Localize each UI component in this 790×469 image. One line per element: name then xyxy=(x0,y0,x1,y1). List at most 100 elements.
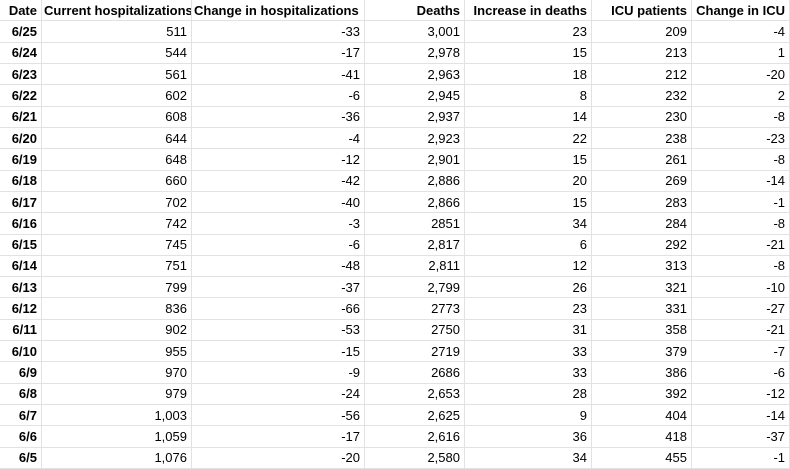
date-cell: 6/24 xyxy=(0,42,42,64)
deaths-cell: 2,580 xyxy=(365,447,465,469)
change-in-icu-cell: -27 xyxy=(692,298,790,320)
icu-patients-cell: 284 xyxy=(592,213,692,235)
increase-in-deaths-cell: 26 xyxy=(465,277,592,299)
increase-in-deaths-cell: 18 xyxy=(465,63,592,86)
change-in-hospitalizations-cell: -9 xyxy=(192,362,365,384)
change-in-hospitalizations-cell: -24 xyxy=(192,383,365,406)
current-hospitalizations-cell: 602 xyxy=(42,85,192,107)
date-cell: 6/22 xyxy=(0,85,42,107)
change-in-icu-cell: -1 xyxy=(692,191,790,214)
icu-patients-cell: 358 xyxy=(592,319,692,342)
change-in-icu-cell: -12 xyxy=(692,383,790,406)
increase-in-deaths-cell: 15 xyxy=(465,149,592,171)
deaths-cell: 2,616 xyxy=(365,426,465,448)
deaths-cell: 2,653 xyxy=(365,383,465,406)
deaths-cell: 2,886 xyxy=(365,170,465,192)
change-in-icu-cell: -14 xyxy=(692,170,790,192)
change-in-icu-cell: -8 xyxy=(692,213,790,235)
icu-patients-cell: 283 xyxy=(592,191,692,214)
increase-in-deaths-cell: 34 xyxy=(465,447,592,469)
date-cell: 6/25 xyxy=(0,21,42,43)
date-cell: 6/21 xyxy=(0,106,42,128)
change-in-icu-cell: -8 xyxy=(692,106,790,128)
change-in-icu-cell: -21 xyxy=(692,319,790,342)
increase-in-deaths-cell: 33 xyxy=(465,341,592,363)
change-in-icu-cell: -8 xyxy=(692,255,790,278)
change-in-hospitalizations-cell: -66 xyxy=(192,298,365,320)
increase-in-deaths-cell: 36 xyxy=(465,426,592,448)
header-cell: ICU patients xyxy=(592,0,692,22)
current-hospitalizations-cell: 751 xyxy=(42,255,192,278)
deaths-cell: 2,625 xyxy=(365,405,465,427)
increase-in-deaths-cell: 15 xyxy=(465,42,592,64)
increase-in-deaths-cell: 23 xyxy=(465,21,592,43)
icu-patients-cell: 212 xyxy=(592,63,692,86)
date-cell: 6/9 xyxy=(0,362,42,384)
change-in-hospitalizations-cell: -36 xyxy=(192,106,365,128)
date-cell: 6/14 xyxy=(0,255,42,278)
header-cell: Increase in deaths xyxy=(465,0,592,22)
increase-in-deaths-cell: 31 xyxy=(465,319,592,342)
current-hospitalizations-cell: 702 xyxy=(42,191,192,214)
increase-in-deaths-cell: 23 xyxy=(465,298,592,320)
deaths-cell: 2,811 xyxy=(365,255,465,278)
current-hospitalizations-cell: 979 xyxy=(42,383,192,406)
current-hospitalizations-cell: 608 xyxy=(42,106,192,128)
current-hospitalizations-cell: 955 xyxy=(42,341,192,363)
date-cell: 6/19 xyxy=(0,149,42,171)
current-hospitalizations-cell: 1,076 xyxy=(42,447,192,469)
change-in-icu-cell: -23 xyxy=(692,127,790,150)
increase-in-deaths-cell: 6 xyxy=(465,234,592,256)
deaths-cell: 2,817 xyxy=(365,234,465,256)
current-hospitalizations-cell: 742 xyxy=(42,213,192,235)
change-in-hospitalizations-cell: -41 xyxy=(192,63,365,86)
icu-patients-cell: 261 xyxy=(592,149,692,171)
icu-patients-cell: 313 xyxy=(592,255,692,278)
date-cell: 6/18 xyxy=(0,170,42,192)
change-in-hospitalizations-cell: -33 xyxy=(192,21,365,43)
change-in-hospitalizations-cell: -6 xyxy=(192,234,365,256)
date-cell: 6/16 xyxy=(0,213,42,235)
increase-in-deaths-cell: 9 xyxy=(465,405,592,427)
icu-patients-cell: 321 xyxy=(592,277,692,299)
deaths-cell: 2,866 xyxy=(365,191,465,214)
increase-in-deaths-cell: 22 xyxy=(465,127,592,150)
current-hospitalizations-cell: 970 xyxy=(42,362,192,384)
change-in-hospitalizations-cell: -6 xyxy=(192,85,365,107)
date-cell: 6/6 xyxy=(0,426,42,448)
change-in-icu-cell: 1 xyxy=(692,42,790,64)
date-cell: 6/13 xyxy=(0,277,42,299)
date-cell: 6/8 xyxy=(0,383,42,406)
icu-patients-cell: 209 xyxy=(592,21,692,43)
change-in-hospitalizations-cell: -17 xyxy=(192,42,365,64)
change-in-icu-cell: -20 xyxy=(692,63,790,86)
icu-patients-cell: 292 xyxy=(592,234,692,256)
date-cell: 6/7 xyxy=(0,405,42,427)
current-hospitalizations-cell: 902 xyxy=(42,319,192,342)
deaths-cell: 2773 xyxy=(365,298,465,320)
increase-in-deaths-cell: 12 xyxy=(465,255,592,278)
deaths-cell: 2686 xyxy=(365,362,465,384)
current-hospitalizations-cell: 1,059 xyxy=(42,426,192,448)
current-hospitalizations-cell: 660 xyxy=(42,170,192,192)
change-in-hospitalizations-cell: -48 xyxy=(192,255,365,278)
increase-in-deaths-cell: 34 xyxy=(465,213,592,235)
current-hospitalizations-cell: 561 xyxy=(42,63,192,86)
deaths-cell: 2,923 xyxy=(365,127,465,150)
current-hospitalizations-cell: 799 xyxy=(42,277,192,299)
date-cell: 6/17 xyxy=(0,191,42,214)
change-in-hospitalizations-cell: -12 xyxy=(192,149,365,171)
current-hospitalizations-cell: 648 xyxy=(42,149,192,171)
deaths-cell: 2,901 xyxy=(365,149,465,171)
icu-patients-cell: 230 xyxy=(592,106,692,128)
deaths-cell: 2,945 xyxy=(365,85,465,107)
change-in-icu-cell: -14 xyxy=(692,405,790,427)
current-hospitalizations-cell: 1,003 xyxy=(42,405,192,427)
date-cell: 6/12 xyxy=(0,298,42,320)
increase-in-deaths-cell: 15 xyxy=(465,191,592,214)
change-in-hospitalizations-cell: -17 xyxy=(192,426,365,448)
header-cell: Date xyxy=(0,0,42,22)
deaths-cell: 2,937 xyxy=(365,106,465,128)
deaths-cell: 2,978 xyxy=(365,42,465,64)
